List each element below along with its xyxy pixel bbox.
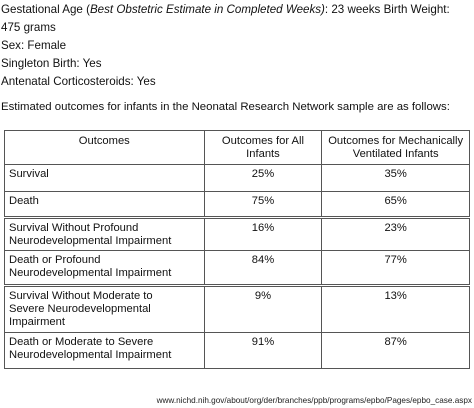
all-infants-value: 9% [203,284,323,333]
gestational-age-line: Gestational Age (Best Obstetric Estimate… [1,3,450,17]
outcome-label: Death [4,191,205,218]
gestational-age-value: : 23 weeks Birth Weight: [324,3,450,16]
header-outcomes: Outcomes [4,130,205,165]
outcome-label: Survival [4,164,205,192]
table-row: Survival Without Moderate to Severe Neuro… [4,284,470,333]
table-row: Death or Moderate to Severe Neurodevelopm… [4,332,470,369]
outcome-label: Death or Profound Neurodevelopmental Impa… [4,250,205,286]
ventilated-value: 35% [321,164,470,192]
ventilated-value: 87% [321,332,470,369]
ventilated-value: 23% [321,216,470,251]
intro-text: Estimated outcomes for infants in the Ne… [1,101,450,113]
header-all-infants: Outcomes for All Infants [203,130,323,165]
table-row: Death 75% 65% [4,191,470,218]
header-ventilated-infants: Outcomes for Mechanically Ventilated Infa… [321,130,470,165]
ventilated-value: 77% [321,250,470,286]
outcomes-table: Outcomes Outcomes for All Infants Outcome… [4,130,470,369]
birth-weight-value: 475 grams [1,21,56,34]
all-infants-value: 25% [203,164,323,192]
ventilated-value: 65% [321,191,470,218]
all-infants-value: 84% [203,250,323,286]
gestational-age-italic: Best Obstetric Estimate in Completed Wee… [89,3,325,16]
table-header-row: Outcomes Outcomes for All Infants Outcome… [4,130,470,165]
all-infants-value: 75% [203,191,323,218]
table-row: Survival 25% 35% [4,164,470,192]
table-row: Death or Profound Neurodevelopmental Impa… [4,250,470,286]
outcome-label: Survival Without Profound Neurodevelopmen… [4,216,205,251]
sex-line: Sex: Female [1,39,67,52]
singleton-line: Singleton Birth: Yes [1,57,102,70]
all-infants-value: 16% [203,216,323,251]
antenatal-line: Antenatal Corticosteroids: Yes [1,75,156,88]
outcome-label: Death or Moderate to Severe Neurodevelopm… [4,332,205,369]
table-row: Survival Without Profound Neurodevelopmen… [4,216,470,251]
all-infants-value: 91% [203,332,323,369]
gestational-age-label: Gestational Age ( [1,3,90,16]
source-url: www.nichd.nih.gov/about/org/der/branches… [156,396,472,405]
outcome-label: Survival Without Moderate to Severe Neuro… [4,284,205,333]
ventilated-value: 13% [321,284,470,333]
